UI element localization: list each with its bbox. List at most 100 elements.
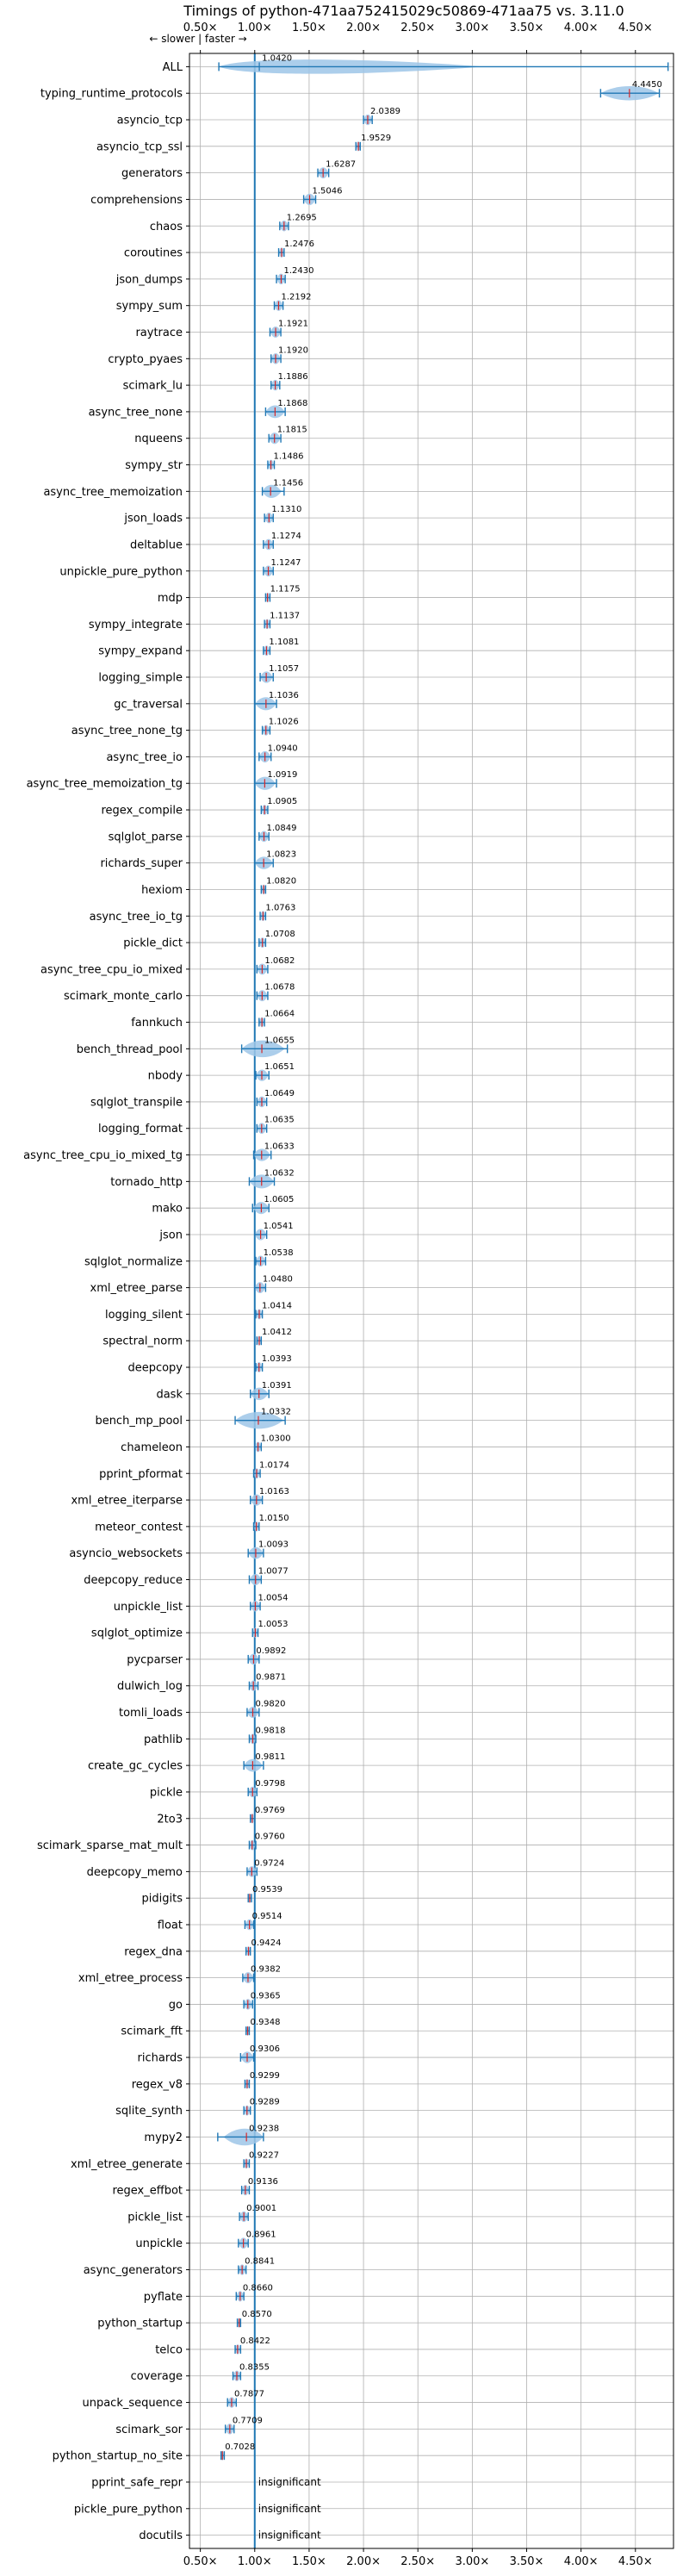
value-label: 1.0682 bbox=[264, 956, 295, 966]
value-label: 1.1886 bbox=[278, 372, 308, 382]
value-label: 0.8355 bbox=[239, 2363, 270, 2373]
benchmark-name: asyncio_websockets bbox=[69, 1547, 183, 1560]
value-label: 1.1081 bbox=[269, 638, 299, 647]
value-label: 1.0632 bbox=[264, 1168, 295, 1178]
value-label: 1.1921 bbox=[278, 319, 308, 328]
value-label: 1.1026 bbox=[269, 718, 299, 727]
value-label: 1.0300 bbox=[261, 1434, 291, 1443]
x-tick-label: 1.00× bbox=[238, 2555, 272, 2568]
benchmark-name: sqlglot_transpile bbox=[90, 1096, 183, 1109]
value-label: 1.2695 bbox=[287, 213, 317, 222]
value-label: 0.9818 bbox=[255, 1726, 285, 1735]
value-label: 1.2430 bbox=[283, 266, 313, 276]
x-tick-label: 2.50× bbox=[400, 22, 435, 34]
value-label: 1.1036 bbox=[269, 691, 299, 700]
benchmark-name: sqlglot_parse bbox=[109, 831, 183, 843]
benchmark-name: unpickle_list bbox=[114, 1601, 183, 1614]
benchmark-name: meteor_contest bbox=[95, 1521, 183, 1534]
benchmark-name: pidigits bbox=[142, 1893, 183, 1906]
insignificant-label: insignificant bbox=[258, 2476, 321, 2488]
benchmark-name: coverage bbox=[131, 2370, 183, 2383]
x-tick-label: 2.50× bbox=[400, 2555, 435, 2568]
value-label: 1.0420 bbox=[262, 53, 292, 63]
benchmark-name: tornado_http bbox=[110, 1176, 183, 1189]
y-axis: ALL typing_runtime_protocols asyncio_tcpas… bbox=[23, 61, 189, 2542]
value-label: 0.8961 bbox=[246, 2231, 276, 2240]
value-label: 1.0414 bbox=[262, 1301, 292, 1310]
x-tick-label: 4.00× bbox=[564, 2555, 599, 2568]
value-label: 1.0412 bbox=[262, 1328, 292, 1337]
value-label: 1.0393 bbox=[262, 1354, 292, 1364]
violins bbox=[217, 59, 669, 2461]
value-label: 0.9227 bbox=[249, 2150, 279, 2160]
benchmark-name: python_startup bbox=[97, 2318, 183, 2330]
benchmark-name: deepcopy bbox=[127, 1362, 183, 1375]
benchmark-name: docutils bbox=[139, 2529, 183, 2542]
benchmark-name: crypto_pyaes bbox=[108, 353, 183, 366]
benchmark-name: scimark_sor bbox=[115, 2424, 183, 2436]
benchmark-name: unpack_sequence bbox=[82, 2397, 183, 2410]
benchmark-name: coroutines bbox=[124, 247, 183, 260]
value-label: 1.1137 bbox=[270, 611, 300, 620]
value-label: 1.1057 bbox=[269, 664, 299, 674]
direction-label: ← slower | faster → bbox=[149, 33, 246, 45]
value-label: 0.7028 bbox=[225, 2442, 255, 2452]
benchmark-name: async_tree_cpu_io_mixed_tg bbox=[23, 1149, 183, 1162]
x-tick-label: 4.00× bbox=[564, 22, 599, 34]
benchmark-name: xml_etree_generate bbox=[71, 2158, 183, 2171]
value-label: 1.1815 bbox=[277, 426, 307, 435]
value-label: 1.0541 bbox=[264, 1222, 294, 1231]
value-label: 1.0820 bbox=[266, 876, 296, 886]
value-label: 1.0163 bbox=[259, 1487, 289, 1496]
benchmark-name: sqlglot_optimize bbox=[91, 1627, 183, 1640]
benchmark-name: async_tree_io_tg bbox=[90, 911, 183, 924]
value-label: 1.0678 bbox=[264, 983, 295, 992]
value-label: 0.9238 bbox=[249, 2124, 279, 2133]
benchmark-name: sqlglot_normalize bbox=[84, 1255, 183, 1268]
benchmark-name: json bbox=[158, 1229, 183, 1241]
benchmark-name: raytrace bbox=[135, 327, 183, 339]
value-label: 0.8660 bbox=[243, 2283, 273, 2293]
value-label: 1.0605 bbox=[264, 1195, 294, 1204]
benchmark-name: generators bbox=[121, 167, 183, 180]
benchmark-name: gc_traversal bbox=[114, 698, 183, 711]
chart-title: Timings of python-471aa752415029c50869-4… bbox=[183, 3, 624, 19]
value-label: 0.9798 bbox=[255, 1779, 285, 1789]
benchmark-name: pickle bbox=[150, 1786, 183, 1799]
value-label: 0.9724 bbox=[254, 1858, 284, 1868]
x-tick-label: 3.50× bbox=[510, 2555, 544, 2568]
value-label: 1.0649 bbox=[264, 1089, 295, 1098]
benchmark-name: richards_super bbox=[100, 857, 183, 870]
benchmark-name: xml_etree_process bbox=[78, 1972, 183, 1985]
value-label: 0.9348 bbox=[251, 2018, 281, 2027]
value-label: 1.0480 bbox=[263, 1275, 293, 1285]
benchmark-name: json_loads bbox=[123, 513, 183, 526]
value-labels: 1.0420 4.4450 2.0389 1.9529 1.6287 1.5046 1.26… bbox=[225, 53, 662, 2541]
benchmark-name: chaos bbox=[150, 221, 183, 233]
benchmark-name: async_tree_cpu_io_mixed bbox=[40, 963, 183, 976]
value-label: 0.7709 bbox=[233, 2416, 263, 2425]
benchmark-name: telco bbox=[155, 2343, 183, 2356]
insignificant-label: insignificant bbox=[258, 2503, 321, 2515]
benchmark-name: sympy_expand bbox=[98, 645, 183, 658]
benchmark-name: nqueens bbox=[134, 432, 183, 445]
benchmark-name: comprehensions bbox=[90, 194, 183, 207]
benchmark-name: deltablue bbox=[130, 538, 183, 551]
value-label: 1.0633 bbox=[264, 1142, 295, 1152]
benchmark-name: bench_mp_pool bbox=[95, 1415, 183, 1428]
value-label: 1.0053 bbox=[258, 1620, 288, 1629]
value-label: 4.4450 bbox=[632, 80, 662, 90]
benchmark-name: mako bbox=[152, 1203, 183, 1216]
value-label: 0.9424 bbox=[251, 1938, 282, 1948]
benchmark-name: ALL bbox=[163, 61, 183, 74]
benchmark-name: hexiom bbox=[141, 884, 183, 897]
benchmark-name: async_tree_memoization_tg bbox=[27, 778, 183, 791]
plot-frame bbox=[189, 53, 674, 2549]
benchmark-name: pycparser bbox=[127, 1653, 183, 1666]
value-label: 1.5046 bbox=[313, 186, 343, 196]
benchmark-name: mypy2 bbox=[144, 2131, 183, 2144]
benchmark-name: asyncio_tcp_ssl bbox=[96, 140, 183, 153]
value-label: 0.9820 bbox=[256, 1700, 286, 1709]
benchmark-name: go bbox=[169, 1999, 183, 2012]
value-label: 1.0905 bbox=[267, 797, 297, 806]
